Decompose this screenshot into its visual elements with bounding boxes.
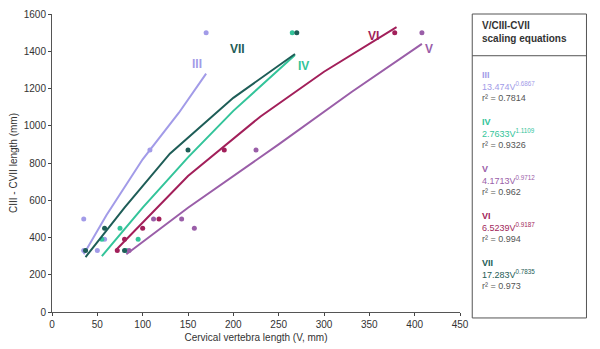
svg-text:450: 450 (452, 319, 469, 330)
svg-text:100: 100 (134, 319, 151, 330)
svg-text:III: III (192, 57, 202, 71)
svg-text:400: 400 (406, 319, 423, 330)
svg-text:400: 400 (29, 232, 46, 243)
svg-text:50: 50 (92, 319, 104, 330)
svg-text:CIII - CVII length (mm): CIII - CVII length (mm) (8, 113, 19, 213)
svg-text:1000: 1000 (24, 120, 47, 131)
svg-text:1400: 1400 (24, 46, 47, 57)
svg-text:IV: IV (298, 59, 309, 73)
svg-text:V/CIII-CVIIscaling equations: V/CIII-CVIIscaling equations (482, 20, 567, 44)
svg-text:VI6.5239V​0.9187​r² = 0.994: VI6.5239V​0.9187​r² = 0.994 (482, 211, 535, 244)
svg-text:200: 200 (29, 269, 46, 280)
svg-text:VI: VI (368, 29, 379, 43)
svg-text:VII: VII (230, 42, 245, 56)
svg-text:Cervical vertebra length (V, m: Cervical vertebra length (V, mm) (184, 332, 327, 343)
svg-text:V4.1713V​0.9712​r² = 0.962: V4.1713V​0.9712​r² = 0.962 (482, 164, 535, 197)
svg-text:350: 350 (361, 319, 378, 330)
svg-text:150: 150 (180, 319, 197, 330)
svg-text:1200: 1200 (24, 83, 47, 94)
svg-text:200: 200 (225, 319, 242, 330)
svg-text:V: V (425, 42, 433, 56)
svg-text:600: 600 (29, 195, 46, 206)
svg-text:VII17.283V​0.7835​r² = 0.973: VII17.283V​0.7835​r² = 0.973 (482, 258, 535, 291)
svg-text:IV2.7633V​1.1109​r² = 0.9326: IV2.7633V​1.1109​r² = 0.9326 (482, 117, 535, 150)
svg-text:800: 800 (29, 158, 46, 169)
svg-text:III13.474V​0.6867​r² = 0.7814: III13.474V​0.6867​r² = 0.7814 (482, 70, 535, 103)
svg-text:1600: 1600 (24, 9, 47, 20)
svg-text:300: 300 (316, 319, 333, 330)
svg-text:0: 0 (49, 319, 55, 330)
svg-text:0: 0 (40, 307, 46, 318)
svg-text:250: 250 (270, 319, 287, 330)
